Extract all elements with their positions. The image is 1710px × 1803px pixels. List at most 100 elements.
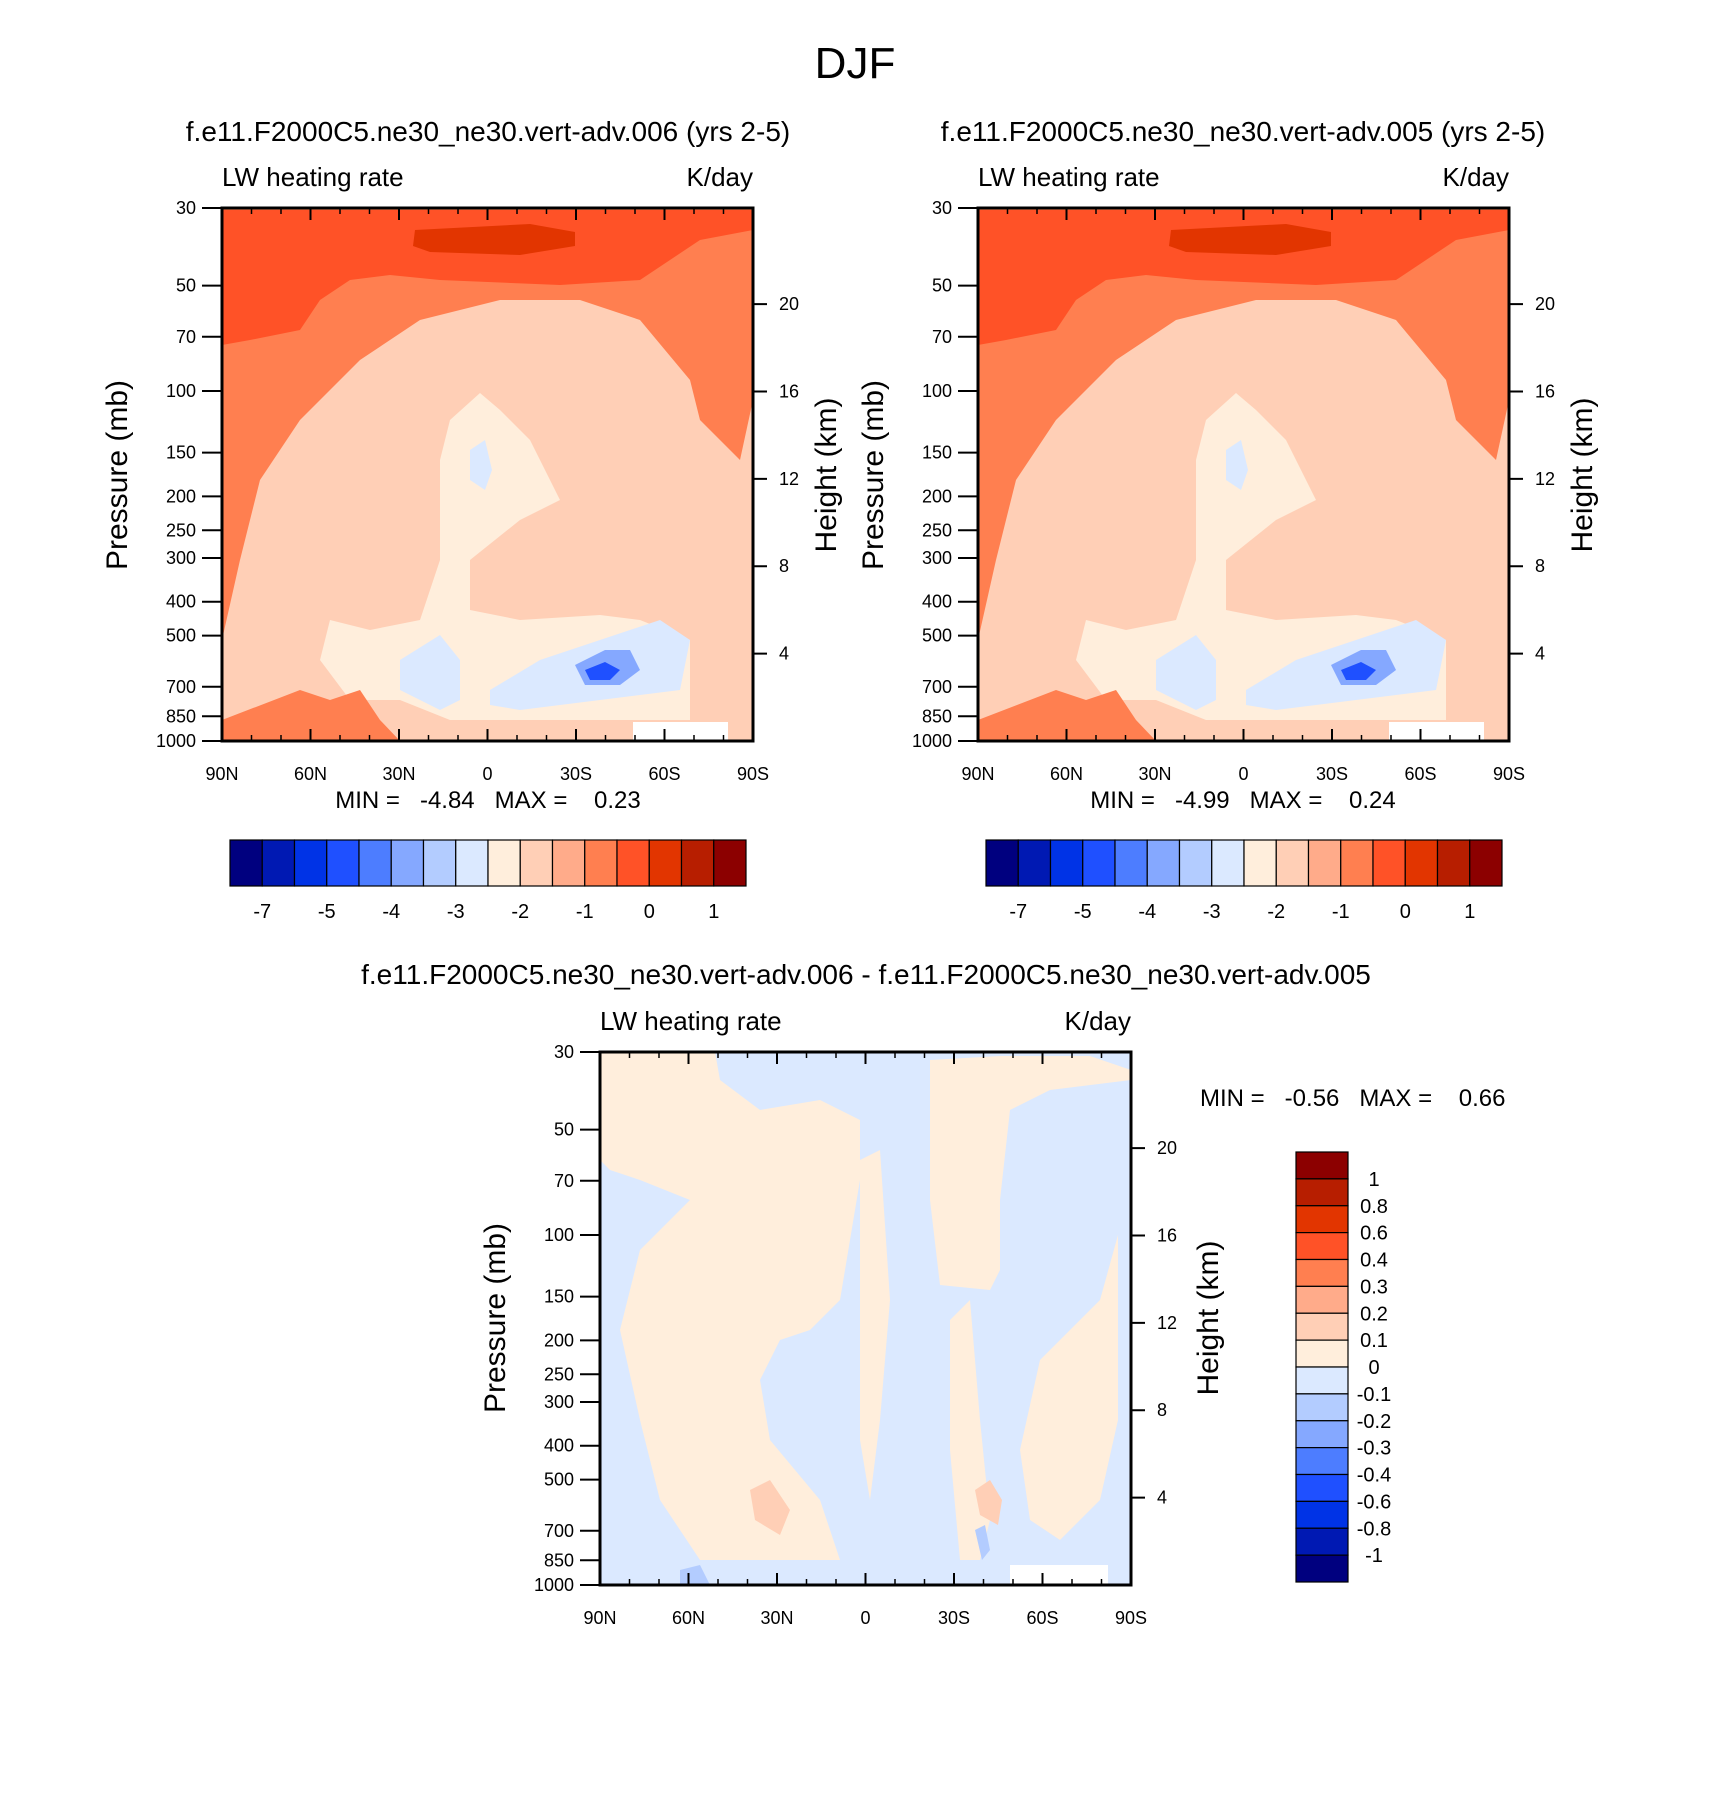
y-right-tick-label: 20 (779, 294, 799, 314)
colorbar-label: -2 (1267, 901, 1285, 923)
contour-band-near-zero (320, 393, 690, 720)
y-tick-label: 50 (554, 1120, 574, 1140)
colorbar-swatch (1295, 1258, 1349, 1287)
y-tick-label: 30 (176, 198, 196, 218)
y-tick-label: 30 (932, 198, 952, 218)
colorbar-swatch (1146, 839, 1181, 887)
colorbar-swatch (455, 839, 489, 887)
colorbar-label: 0.4 (1360, 1250, 1388, 1272)
x-tick-label: 60N (294, 764, 327, 784)
colorbar-label: -7 (1009, 901, 1027, 923)
colorbar-label: 0 (644, 901, 655, 923)
colorbar-label: -5 (1074, 901, 1092, 923)
right-subtitle: K/day (687, 162, 754, 192)
colorbar-label: 1 (708, 901, 719, 923)
colorbar-swatch (1295, 1151, 1349, 1180)
contour-surface-warm (978, 690, 1156, 741)
y-tick-label: 150 (166, 443, 196, 463)
y-tick-label: 500 (544, 1470, 574, 1490)
contour-field (222, 208, 753, 741)
y-tick-label: 200 (922, 486, 952, 506)
x-tick-label: 0 (1238, 764, 1248, 784)
contour-band-positive (1020, 1235, 1118, 1540)
contour-band-max (413, 224, 575, 255)
x-tick-label: 60S (648, 764, 680, 784)
y-tick-label: 300 (544, 1392, 574, 1412)
y-tick-label: 200 (166, 486, 196, 506)
figure-title: DJF (815, 39, 896, 88)
x-tick-label: 60N (1050, 764, 1083, 784)
colorbar-swatch (261, 839, 296, 887)
y-tick-label: 150 (544, 1287, 574, 1307)
colorbar-swatch (1295, 1232, 1349, 1261)
y-tick-label: 700 (544, 1521, 574, 1541)
colorbar-swatch (1082, 839, 1116, 887)
y-tick-label: 30 (554, 1042, 574, 1062)
colorbar-swatch (1372, 839, 1406, 887)
contour-band-cold (1341, 662, 1376, 680)
x-tick-label: 90S (737, 764, 769, 784)
y-tick-label: 1000 (912, 731, 952, 751)
contour-band-warm-small (750, 1480, 1002, 1535)
colorbar-swatch (648, 839, 683, 887)
colorbar-label: -0.4 (1357, 1465, 1391, 1487)
colorbar-swatch (1469, 839, 1503, 887)
colorbar-swatch (293, 839, 328, 887)
x-tick-label: 90N (961, 764, 994, 784)
colorbar-swatch (1295, 1393, 1349, 1422)
right-subtitle: K/day (1065, 1006, 1132, 1036)
panel-difference: f.e11.F2000C5.ne30_ne30.vert-adv.006 - f… (361, 959, 1505, 1628)
y-tick-label: 200 (544, 1330, 574, 1350)
contour-band-cold (585, 662, 620, 680)
colorbar-label: 0.2 (1360, 1303, 1388, 1325)
colorbar-swatch (1295, 1420, 1349, 1449)
contour-band-weak-cool (1156, 440, 1446, 710)
contour-band-strong (978, 210, 1509, 345)
y-tick-label: 50 (176, 276, 196, 296)
y-tick-label: 250 (166, 520, 196, 540)
colorbar: -7 -5 -4 -3 -2 -1 0 1 (229, 839, 747, 923)
colorbar-swatch (1295, 1527, 1349, 1556)
x-tick-label: 90N (205, 764, 238, 784)
axis-ticks: 90N 60N 30N 0 30S 60S 90S 30 50 70 100 150 200 250 300… (534, 1042, 1177, 1628)
y-tick-label: 70 (932, 327, 952, 347)
x-tick-label: 90S (1115, 1608, 1147, 1628)
x-tick-label: 30S (1316, 764, 1348, 784)
contour-band-max (1169, 224, 1331, 255)
y-right-tick-label: 16 (779, 381, 799, 401)
y-tick-label: 850 (922, 706, 952, 726)
colorbar-swatch (616, 839, 650, 887)
y-tick-label: 300 (922, 548, 952, 568)
colorbar-swatch (985, 839, 1019, 887)
colorbar-swatch (1295, 1205, 1349, 1234)
colorbar-swatch (229, 839, 263, 887)
panel-run-005: f.e11.F2000C5.ne30_ne30.vert-adv.005 (yr… (857, 116, 1599, 923)
axis-ticks: 90N 60N 30N 0 30S 60S 90S 30 50 70 100 150 200 250 300… (912, 198, 1555, 784)
colorbar-label: -4 (1138, 901, 1156, 923)
panel-run-006: f.e11.F2000C5.ne30_ne30.vert-adv.006 (yr… (101, 116, 843, 923)
colorbar-swatch (1295, 1366, 1349, 1395)
colorbar-swatch (326, 839, 360, 887)
panel-title: f.e11.F2000C5.ne30_ne30.vert-adv.005 (yr… (941, 116, 1545, 147)
y-right-tick-label: 20 (1157, 1138, 1177, 1158)
x-tick-label: 60S (1026, 1608, 1058, 1628)
y-tick-label: 500 (166, 626, 196, 646)
contour-field (978, 208, 1509, 741)
y-axis-label: Pressure (mb) (101, 380, 134, 570)
colorbar-swatch (422, 839, 457, 887)
contour-band-positive (600, 1052, 860, 1560)
colorbar-label: -3 (447, 901, 465, 923)
colorbar-label: -0.6 (1357, 1491, 1391, 1513)
y-tick-label: 700 (922, 677, 952, 697)
colorbar-swatch (1243, 839, 1277, 887)
colorbar-swatch (584, 839, 618, 887)
x-tick-label: 0 (482, 764, 492, 784)
y-axis-label: Pressure (mb) (857, 380, 890, 570)
y-right-tick-label: 4 (779, 644, 789, 664)
contour-band-positive (930, 1056, 1131, 1290)
colorbar-label: 0 (1368, 1357, 1379, 1379)
y-right-tick-label: 8 (779, 556, 789, 576)
colorbar-label: -1 (576, 901, 594, 923)
colorbar-swatch (1340, 839, 1374, 887)
colorbar-label: 0.6 (1360, 1223, 1388, 1245)
